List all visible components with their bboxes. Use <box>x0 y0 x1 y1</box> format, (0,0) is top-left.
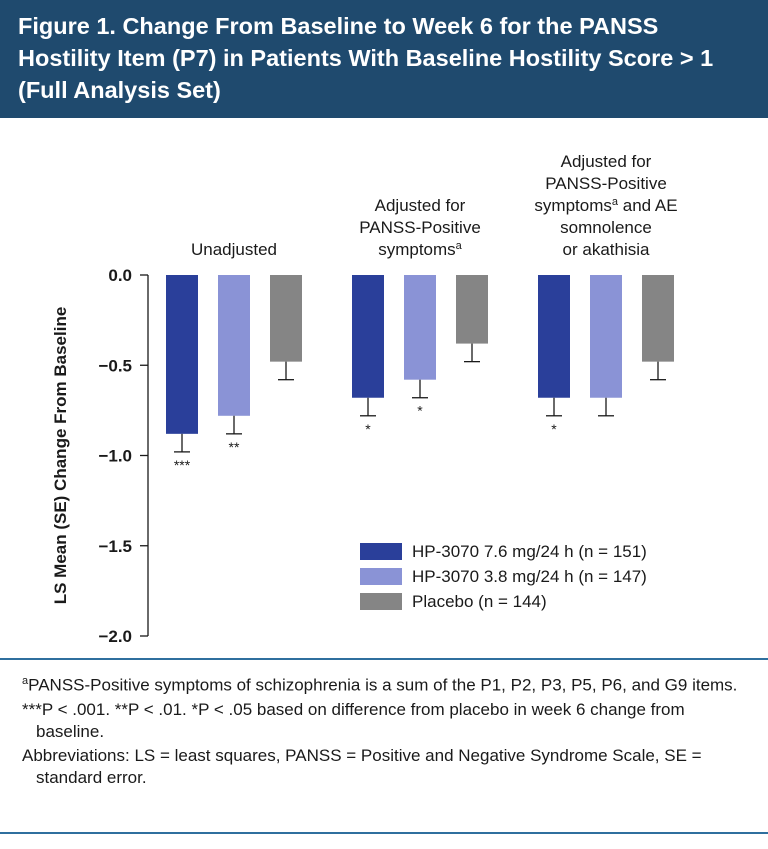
group-label-text: symptoms <box>378 240 455 259</box>
figure-title: Figure 1. Change From Baseline to Week 6… <box>18 13 714 103</box>
bar <box>270 275 302 362</box>
significance-marker: * <box>365 421 371 437</box>
group-label-text: somnolence <box>560 218 652 237</box>
group-label-text: Adjusted for <box>561 152 652 171</box>
significance-marker: ** <box>229 439 240 455</box>
group-label-text: Adjusted for <box>375 196 466 215</box>
group-label-line: Adjusted for <box>375 196 466 215</box>
group-label-line: symptomsa and AE <box>534 196 677 215</box>
group-label-text: or akathisia <box>563 240 650 259</box>
y-tick-label: −2.0 <box>98 627 132 646</box>
significance-marker: * <box>551 421 557 437</box>
group-label-text: Unadjusted <box>191 240 277 259</box>
bar <box>404 275 436 380</box>
group-label-text: PANSS-Positive <box>545 174 667 193</box>
y-tick-label: −0.5 <box>98 356 132 375</box>
footnote-a-marker: a <box>22 675 29 687</box>
bar <box>590 275 622 398</box>
footnotes: aPANSS-Positive symptoms of schizophreni… <box>22 670 752 791</box>
y-tick-label: 0.0 <box>108 266 132 285</box>
group-label-line: somnolence <box>560 218 652 237</box>
bar <box>218 275 250 416</box>
legend-swatch <box>360 593 402 610</box>
bar <box>642 275 674 362</box>
group-label-text: PANSS-Positive <box>359 218 481 237</box>
y-tick-label: −1.0 <box>98 447 132 466</box>
bar <box>352 275 384 398</box>
figure-header: Figure 1. Change From Baseline to Week 6… <box>0 0 768 118</box>
group-label-superscript: a <box>612 196 619 208</box>
group-label-text: symptoms <box>534 196 611 215</box>
significance-marker: * <box>417 403 423 419</box>
group-label-text: and AE <box>618 196 678 215</box>
top-rule <box>0 658 768 660</box>
footnote-a-text: PANSS-Positive symptoms of schizophrenia… <box>28 675 738 695</box>
bar-chart: 0.0 −0.5 −1.0 −1.5 −2.0 LS Mean (SE) Change F… <box>51 152 678 646</box>
legend-label: Placebo (n = 144) <box>412 592 547 611</box>
legend-label: HP-3070 3.8 mg/24 h (n = 147) <box>412 567 647 586</box>
footnote-significance: ***P < .001. **P < .01. *P < .05 based o… <box>22 699 685 741</box>
bar <box>166 275 198 434</box>
group-label-line: PANSS-Positive <box>359 218 481 237</box>
group-label-line: symptomsa <box>378 240 462 259</box>
group-label-line: Unadjusted <box>191 240 277 259</box>
group-label-line: Adjusted for <box>561 152 652 171</box>
bar <box>538 275 570 398</box>
y-axis-label: LS Mean (SE) Change From Baseline <box>51 307 70 605</box>
group-label-line: or akathisia <box>563 240 650 259</box>
significance-marker: *** <box>174 457 191 473</box>
legend-swatch <box>360 543 402 560</box>
legend-label: HP-3070 7.6 mg/24 h (n = 151) <box>412 542 647 561</box>
y-tick-label: −1.5 <box>98 537 132 556</box>
footnote-a: aPANSS-Positive symptoms of schizophreni… <box>22 670 752 697</box>
bar <box>456 275 488 344</box>
group-label-superscript: a <box>456 240 463 252</box>
group-label-line: PANSS-Positive <box>545 174 667 193</box>
legend-swatch <box>360 568 402 585</box>
footnote-abbreviations: Abbreviations: LS = least squares, PANSS… <box>22 745 702 787</box>
bottom-rule <box>0 832 768 834</box>
